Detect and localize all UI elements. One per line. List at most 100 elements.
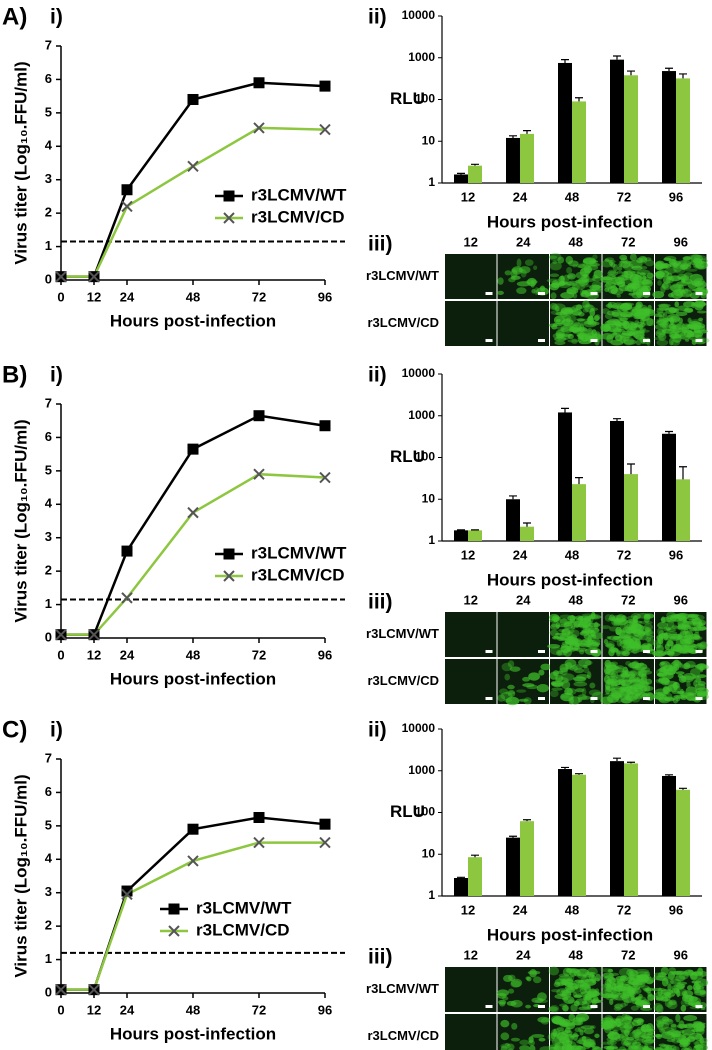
cell (642, 1047, 648, 1050)
cell (619, 274, 624, 282)
marker (88, 983, 100, 996)
cell (620, 645, 632, 652)
cell (674, 975, 686, 982)
error-bar (561, 59, 569, 63)
x-tick-label: 24 (513, 189, 528, 204)
cell (553, 1045, 566, 1050)
cell (561, 628, 575, 634)
y-tick-label: 3 (45, 884, 52, 899)
cell (683, 272, 693, 278)
cell (615, 626, 622, 636)
cell (533, 976, 542, 984)
cell (575, 263, 586, 269)
cell (635, 289, 643, 298)
cell (548, 966, 560, 976)
cell (551, 1015, 563, 1024)
cell (636, 971, 650, 980)
images-label: iii) (368, 946, 393, 969)
cell (691, 280, 702, 286)
cell (628, 324, 639, 328)
cell (629, 661, 640, 669)
cell (575, 304, 583, 311)
cell (676, 989, 681, 998)
cell (607, 259, 616, 264)
scale-bar (485, 339, 493, 342)
cell (604, 983, 611, 989)
cell (609, 626, 619, 632)
micrograph (548, 300, 604, 346)
scale-bar (485, 697, 493, 700)
cell (618, 262, 623, 267)
cell (641, 642, 651, 648)
marker (121, 184, 133, 196)
cell (657, 1021, 664, 1031)
y-tick-label: 1 (45, 596, 52, 611)
marker (319, 123, 331, 136)
cell (629, 253, 637, 262)
bar (624, 474, 638, 541)
scale-bar (695, 1005, 703, 1008)
error-bar (471, 163, 479, 166)
marker (319, 836, 331, 849)
cell (632, 979, 639, 988)
cell (684, 634, 693, 641)
cell (693, 254, 707, 261)
cell (663, 632, 669, 641)
cell (695, 260, 708, 270)
cell (604, 675, 610, 684)
cell (635, 301, 643, 309)
cell (630, 1005, 639, 1011)
cell (567, 635, 574, 642)
cell (683, 1047, 691, 1050)
cell (496, 989, 509, 997)
cell (619, 254, 628, 261)
cell (631, 697, 640, 703)
cell (630, 613, 642, 620)
cell (507, 684, 515, 690)
cell (603, 1045, 613, 1050)
cell (660, 1031, 675, 1040)
cell (611, 309, 622, 317)
cell (572, 676, 587, 682)
marker (253, 836, 265, 849)
cell (624, 284, 638, 292)
cell (573, 994, 583, 999)
x-tick-label: 24 (120, 289, 135, 304)
cell (656, 339, 669, 346)
cell (679, 1042, 687, 1048)
cell (674, 970, 688, 975)
marker (223, 190, 235, 202)
cell (531, 997, 544, 1004)
bar (468, 165, 482, 183)
micrograph-bg (497, 967, 549, 1012)
micrograph (600, 659, 655, 705)
micrograph (547, 1013, 604, 1050)
x-tick-label: 96 (318, 289, 332, 304)
cell (606, 978, 612, 988)
cell (583, 265, 592, 274)
cell (658, 677, 670, 685)
scale-bar (643, 339, 650, 342)
error-bar (665, 774, 673, 776)
micrograph (497, 612, 549, 657)
panel-label: B) (2, 361, 27, 388)
cell (663, 262, 669, 269)
y-tick-label: 10000 (402, 8, 436, 22)
cell (627, 975, 632, 984)
cell (675, 1013, 681, 1023)
cell (643, 988, 650, 993)
cell (641, 1025, 646, 1033)
cell (633, 1031, 646, 1041)
cell (688, 613, 699, 618)
cell (661, 1016, 670, 1022)
cell (565, 1035, 570, 1044)
cell (606, 636, 612, 640)
cell (613, 322, 625, 327)
cell (510, 980, 522, 988)
cell (516, 287, 527, 295)
bar (610, 420, 624, 541)
cell (670, 684, 676, 688)
cell (691, 301, 696, 308)
bar (676, 789, 690, 896)
cell (611, 636, 622, 643)
